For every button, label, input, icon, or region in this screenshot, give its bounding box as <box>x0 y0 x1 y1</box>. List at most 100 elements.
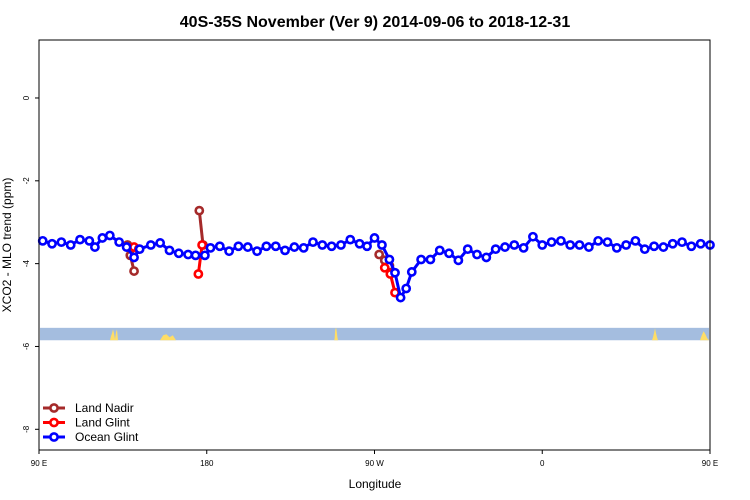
data-point <box>65 240 76 250</box>
data-point <box>658 242 669 252</box>
legend-item: Land Nadir <box>43 401 134 415</box>
data-point <box>425 254 436 265</box>
data-point <box>416 254 426 265</box>
y-axis-label: XCO2 - MLO trend (ppm) <box>0 178 14 313</box>
data-point <box>500 242 510 252</box>
data-point <box>214 241 225 252</box>
x-axis-label: Longitude <box>349 477 402 491</box>
data-point <box>155 238 166 248</box>
data-point <box>481 252 492 263</box>
series-layer <box>37 205 715 303</box>
data-point <box>362 241 372 252</box>
data-point <box>104 230 115 241</box>
data-point <box>583 242 594 252</box>
data-point <box>121 242 132 252</box>
legend-item: Ocean Glint <box>43 430 139 444</box>
data-point <box>434 245 445 256</box>
data-point <box>114 237 125 248</box>
x-tick-label: 90 E <box>702 459 718 468</box>
data-point <box>384 254 395 265</box>
y-tick-label: -2 <box>22 177 31 185</box>
data-point <box>84 235 95 246</box>
legend-marker <box>49 432 59 442</box>
legend-item: Land Glint <box>43 416 130 430</box>
data-point <box>639 244 650 255</box>
data-point <box>444 248 454 259</box>
data-point <box>199 250 210 261</box>
data-point <box>453 255 464 266</box>
data-point <box>194 205 205 216</box>
data-point <box>252 246 262 257</box>
data-point <box>242 242 253 252</box>
data-point <box>97 233 108 243</box>
land-shape <box>334 328 338 341</box>
legend-marker <box>49 417 59 428</box>
data-point <box>555 235 566 246</box>
data-point <box>345 234 356 245</box>
chart-title: 40S-35S November (Ver 9) 2014-09-06 to 2… <box>180 14 571 31</box>
data-point <box>369 233 380 243</box>
data-point <box>621 240 632 250</box>
y-axis: 0 -2 -4 -6 -8 <box>22 95 39 433</box>
series-ocean-glint <box>37 230 715 303</box>
data-point <box>37 235 48 246</box>
land-shape <box>652 328 658 341</box>
y-tick-label: 0 <box>22 95 31 100</box>
data-point <box>528 231 538 242</box>
land-shape <box>160 334 176 341</box>
legend-marker <box>49 403 59 413</box>
data-point <box>695 238 706 249</box>
data-point <box>205 242 216 253</box>
ocean-strip <box>40 327 709 341</box>
data-point <box>509 240 520 250</box>
data-point <box>317 240 328 250</box>
land-shape <box>110 329 118 341</box>
data-point <box>308 237 318 248</box>
data-point <box>602 237 613 248</box>
legend-label: Ocean Glint <box>75 430 139 444</box>
data-point <box>395 292 406 303</box>
data-point <box>336 240 346 250</box>
data-point <box>677 237 687 248</box>
data-point <box>129 252 139 263</box>
data-point <box>472 249 482 260</box>
data-point <box>354 238 365 249</box>
data-point <box>401 283 412 294</box>
data-point <box>574 240 585 250</box>
data-point <box>537 240 548 250</box>
data-point <box>667 238 678 249</box>
data-point <box>377 240 387 250</box>
data-point <box>134 244 145 255</box>
data-point <box>298 242 309 253</box>
data-point <box>90 242 100 252</box>
data-point <box>649 241 659 252</box>
data-point <box>379 262 390 273</box>
data-point <box>56 237 67 248</box>
x-tick-label: 90 W <box>365 459 384 468</box>
land-shape <box>700 331 709 341</box>
data-point <box>518 242 529 253</box>
data-point <box>630 235 641 246</box>
map-band <box>40 327 709 341</box>
data-point <box>75 234 85 245</box>
x-tick-label: 180 <box>200 459 214 468</box>
y-tick-label: -6 <box>22 342 31 350</box>
data-point <box>546 237 557 248</box>
data-point <box>390 267 400 278</box>
data-point <box>145 240 156 250</box>
data-point <box>280 245 290 256</box>
data-point <box>686 241 697 252</box>
y-tick-label: -4 <box>22 260 31 268</box>
y-tick-label: -8 <box>22 425 31 433</box>
data-point <box>224 246 235 257</box>
data-point <box>197 240 207 250</box>
x-axis: 90 E 180 90 W 0 90 E <box>31 450 718 468</box>
legend-label: Land Nadir <box>75 401 134 415</box>
legend-label: Land Glint <box>75 416 130 430</box>
series-line <box>197 210 205 246</box>
data-point <box>183 249 194 260</box>
data-point <box>193 269 204 279</box>
data-point <box>233 241 244 252</box>
